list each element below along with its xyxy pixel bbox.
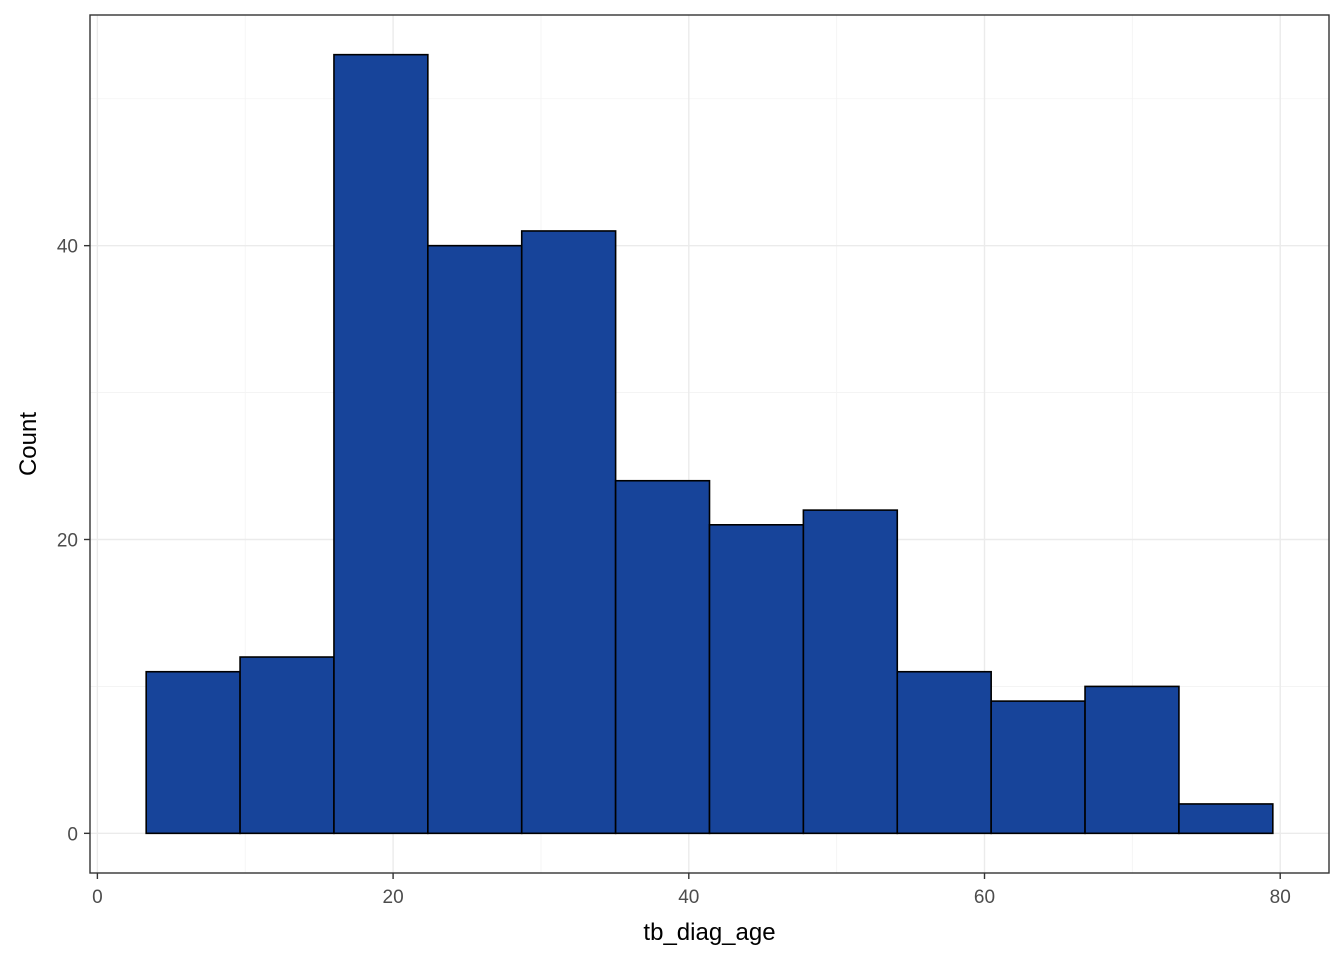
- x-tick-label: 80: [1270, 887, 1291, 908]
- x-axis-title: tb_diag_age: [643, 919, 775, 946]
- x-tick-label: 60: [974, 887, 995, 908]
- panel-border: [89, 14, 1330, 874]
- y-axis-title: Count: [15, 412, 42, 476]
- axis-ticks: [84, 244, 1281, 879]
- histogram-bar-5: [520, 230, 617, 835]
- y-tick-labels: 0 20 40: [57, 237, 78, 846]
- histogram-bar-4: [427, 244, 523, 835]
- x-tick-label: 0: [92, 887, 103, 908]
- histogram-bar-8: [802, 509, 899, 835]
- y-tick-label: 20: [57, 530, 78, 551]
- histogram-bar-3: [333, 53, 429, 835]
- histogram-bar-6: [614, 479, 711, 835]
- x-tick-label: 40: [678, 887, 699, 908]
- histogram-bar-1: [145, 670, 241, 835]
- y-tick-label: 0: [67, 824, 78, 845]
- histogram-bar-7: [708, 524, 805, 835]
- x-tick-labels: 0 20 40 60 80: [92, 887, 1291, 908]
- histogram-bar-9: [896, 670, 992, 835]
- histogram-bar-12: [1178, 803, 1274, 835]
- histogram-bars: [145, 53, 1274, 835]
- histogram-bar-2: [239, 656, 335, 835]
- histogram-bar-10: [990, 700, 1086, 835]
- y-tick-label: 40: [57, 237, 78, 258]
- x-tick-label: 20: [383, 887, 404, 908]
- histogram-bar-11: [1084, 685, 1180, 835]
